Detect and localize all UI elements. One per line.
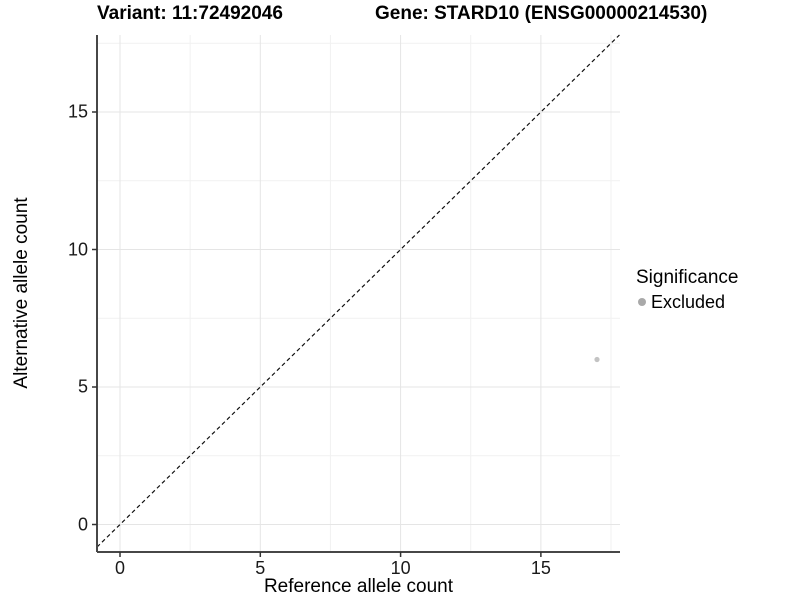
legend: Significance Excluded [636,266,738,313]
excluded-point-icon [638,298,646,306]
legend-title: Significance [636,267,739,288]
x-tick-label: 0 [114,558,126,578]
x-axis-label: Reference allele count [263,576,454,597]
y-tick-label: 0 [77,514,88,534]
legend-entry-label: Excluded [651,292,726,312]
y-tick-label: 10 [67,239,88,259]
identity-dashed-line [96,34,620,548]
x-tick-label: 10 [390,558,411,578]
y-tick-label: 5 [77,376,88,397]
gene-title: Gene: STARD10 (ENSG00000214530) [375,3,708,24]
y-tick-label: 15 [67,101,88,122]
x-tick-label: 15 [530,558,551,578]
data-point [594,356,600,363]
x-tick-label: 5 [255,558,266,578]
legend-entry-excluded: Excluded [636,291,738,313]
variant-title: Variant: 11:72492046 [97,3,283,24]
